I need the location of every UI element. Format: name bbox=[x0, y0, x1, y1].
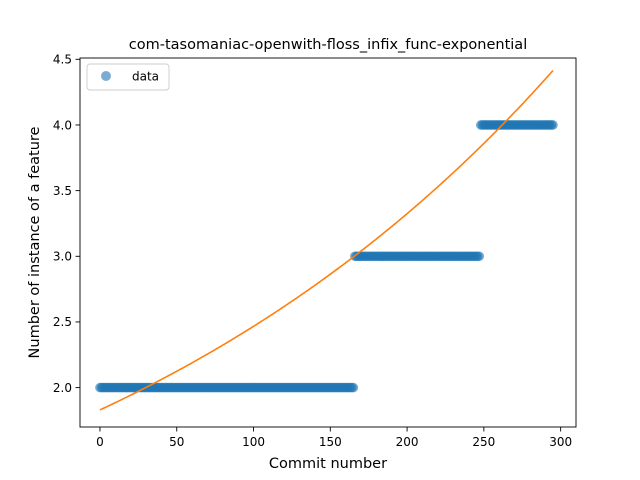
x-tick-label: 100 bbox=[242, 435, 265, 449]
y-tick-label: 2.0 bbox=[53, 381, 72, 395]
x-tick-label: 300 bbox=[549, 435, 572, 449]
chart-title: com-tasomaniac-openwith-floss_infix_func… bbox=[129, 37, 527, 53]
x-tick-label: 50 bbox=[169, 435, 184, 449]
y-axis-ticks: 2.0 2.5 3.0 3.5 4.0 4.5 bbox=[53, 53, 80, 395]
data-point bbox=[348, 382, 359, 393]
axes-frame bbox=[79, 57, 577, 428]
y-tick-label: 4.0 bbox=[53, 118, 72, 132]
x-tick-label: 250 bbox=[472, 435, 495, 449]
legend-marker-data bbox=[101, 71, 111, 81]
y-tick-label: 2.5 bbox=[53, 315, 72, 329]
legend-box bbox=[86, 63, 170, 91]
data-point bbox=[474, 251, 485, 262]
y-axis-label: Number of instance of a feature bbox=[27, 126, 43, 358]
x-tick-label: 200 bbox=[396, 435, 419, 449]
y-tick-label: 3.0 bbox=[53, 250, 72, 264]
x-tick-label: 0 bbox=[96, 435, 104, 449]
legend-label-data: data bbox=[132, 70, 159, 84]
legend: data bbox=[86, 63, 170, 91]
plot-area bbox=[95, 70, 558, 411]
exponential-fit-line bbox=[99, 70, 554, 411]
y-tick-label: 3.5 bbox=[53, 184, 72, 198]
x-axis-label: Commit number bbox=[269, 456, 387, 472]
data-point bbox=[548, 120, 558, 130]
x-tick-label: 150 bbox=[319, 435, 342, 449]
x-axis-ticks: 0 50 100 150 200 250 300 bbox=[96, 427, 572, 449]
y-tick-label: 4.5 bbox=[53, 53, 72, 67]
